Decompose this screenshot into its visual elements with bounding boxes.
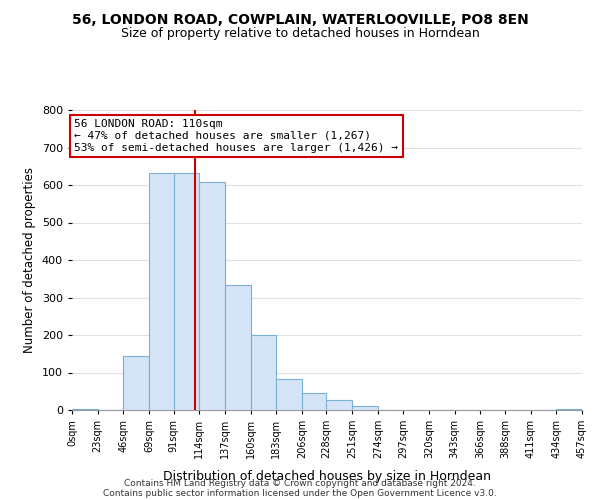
- Bar: [225, 285, 251, 410]
- Bar: [352, 406, 378, 410]
- Text: Contains HM Land Registry data © Crown copyright and database right 2024.: Contains HM Land Registry data © Crown c…: [124, 478, 476, 488]
- Bar: [173, 172, 199, 410]
- Bar: [556, 409, 582, 410]
- Bar: [251, 335, 276, 410]
- Text: Contains public sector information licensed under the Open Government Licence v3: Contains public sector information licen…: [103, 488, 497, 498]
- Bar: [199, 182, 225, 410]
- Bar: [124, 356, 149, 410]
- Bar: [302, 393, 326, 410]
- Text: 56, LONDON ROAD, COWPLAIN, WATERLOOVILLE, PO8 8EN: 56, LONDON ROAD, COWPLAIN, WATERLOOVILLE…: [71, 12, 529, 26]
- Bar: [326, 400, 352, 410]
- Text: 56 LONDON ROAD: 110sqm
← 47% of detached houses are smaller (1,267)
53% of semi-: 56 LONDON ROAD: 110sqm ← 47% of detached…: [74, 120, 398, 152]
- Bar: [149, 172, 173, 410]
- Y-axis label: Number of detached properties: Number of detached properties: [23, 167, 36, 353]
- Text: Size of property relative to detached houses in Horndean: Size of property relative to detached ho…: [121, 28, 479, 40]
- Bar: [276, 379, 302, 410]
- Bar: [72, 409, 98, 410]
- X-axis label: Distribution of detached houses by size in Horndean: Distribution of detached houses by size …: [163, 470, 491, 482]
